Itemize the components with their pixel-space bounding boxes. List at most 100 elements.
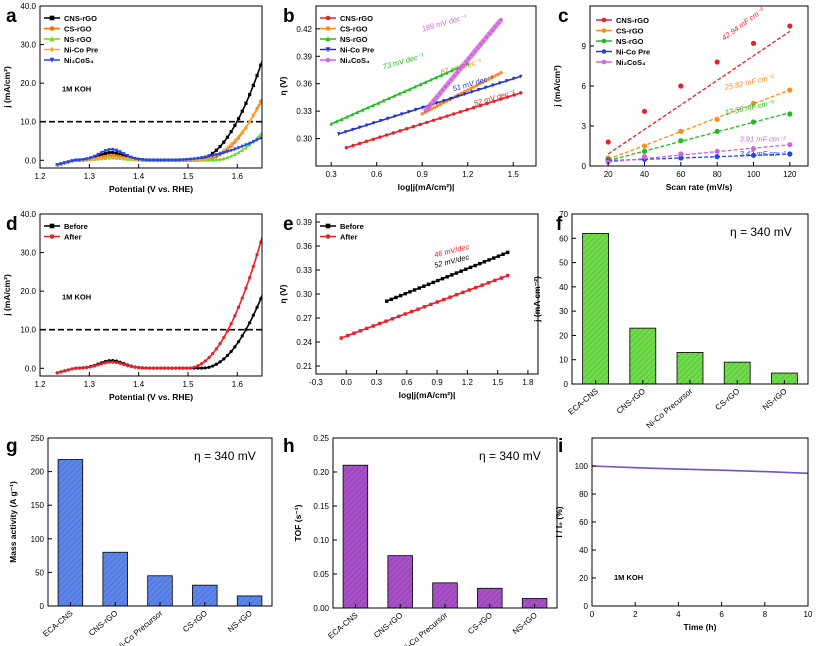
data-point [233,152,237,157]
x-tick-label: 0.3 [371,378,383,387]
data-point [339,336,343,340]
data-point [244,327,248,332]
data-point [155,366,159,370]
data-point [394,295,398,300]
data-point [211,154,215,158]
data-point [155,158,159,163]
slope-label: 3.42 mF cm⁻² [740,149,786,158]
x-tick-label: -0.3 [309,378,323,387]
y-tick-label: 0.20 [313,468,329,477]
data-point [351,127,355,132]
data-point [259,63,262,67]
y-tick-label: 50 [35,568,44,577]
data-point [236,150,241,155]
y-tick-label: 0.0 [25,364,37,373]
y-tick-label: 0.33 [296,266,312,275]
data-point [100,362,104,366]
y-tick-label: 10 [559,356,568,365]
data-point [77,158,82,163]
category-label: ECA-CNS [567,387,600,417]
data-point [426,282,431,287]
axes-frame [47,437,273,607]
data-point [403,89,407,94]
legend-label: Ni-Co Pre [616,48,650,57]
data-point [386,116,390,121]
eta-annotation: η = 340 mV [194,449,256,463]
data-point [381,98,386,103]
plot-area [40,234,262,375]
data-point [199,366,204,370]
data-point [236,117,241,121]
data-point [478,103,483,108]
data-point [259,101,262,106]
panel-letter-c: c [558,6,569,27]
data-point [454,271,459,275]
y-tick-label: 40 [579,546,588,555]
data-point [493,278,497,283]
x-tick-label: 1.6 [232,380,244,389]
legend-label: Ni₃CoS₄ [340,56,370,65]
y-tick-label: 50 [559,259,568,268]
y-tick-label: 80 [579,490,588,499]
data-point [225,353,230,358]
data-point [233,138,237,143]
data-point [170,366,174,370]
data-point [750,146,757,152]
data-point [393,114,397,119]
data-point [233,147,237,152]
data-point [214,148,218,152]
panel-letter-a: a [6,6,17,27]
data-point [481,80,485,84]
data-point [378,135,382,139]
data-point [400,112,404,117]
data-point [218,341,222,346]
y-tick-label: 0 [40,602,45,611]
x-tick-label: 6 [719,610,724,619]
data-point [440,276,445,281]
data-point [114,151,119,155]
data-point [218,152,222,156]
y-tick-label: 0.39 [296,218,312,227]
data-point [371,103,375,108]
data-point [49,36,55,42]
data-point [487,258,491,262]
data-point [174,366,178,370]
data-point [416,307,420,311]
data-point [248,93,252,97]
panel-letter-i: i [558,436,563,457]
data-point [493,74,497,78]
y-tick-label: 20.0 [20,79,36,88]
data-point [66,368,70,372]
data-point [403,291,407,296]
bar-ECA-CNS [582,233,609,385]
panel-letter-f: f [556,214,563,235]
data-point [467,56,471,61]
data-point [435,95,439,99]
y-tick-label: 150 [31,501,45,510]
x-tick-label: 10 [804,610,813,619]
data-point [211,157,215,162]
data-point [458,110,463,114]
y-axis-label: TOF (s⁻¹) [293,504,303,541]
data-point [424,79,428,84]
data-point [214,362,218,366]
data-point [397,91,402,96]
data-point [140,366,144,370]
data-point [464,60,468,64]
x-tick-label: 8 [763,610,768,619]
axes-frame [39,5,263,169]
data-point [486,281,491,285]
category-label: Ni-Co Precursor [645,386,695,430]
data-point [463,92,467,97]
legend-label: CNS-rGO [340,14,373,23]
data-point [714,128,720,134]
data-point [392,93,396,98]
data-point [492,256,496,260]
slope-label: 73 mV dec⁻¹ [382,51,426,71]
data-point [384,133,389,137]
data-point [390,317,395,321]
y-tick-label: 0 [582,162,587,171]
data-point [55,163,59,167]
data-point [391,131,396,135]
